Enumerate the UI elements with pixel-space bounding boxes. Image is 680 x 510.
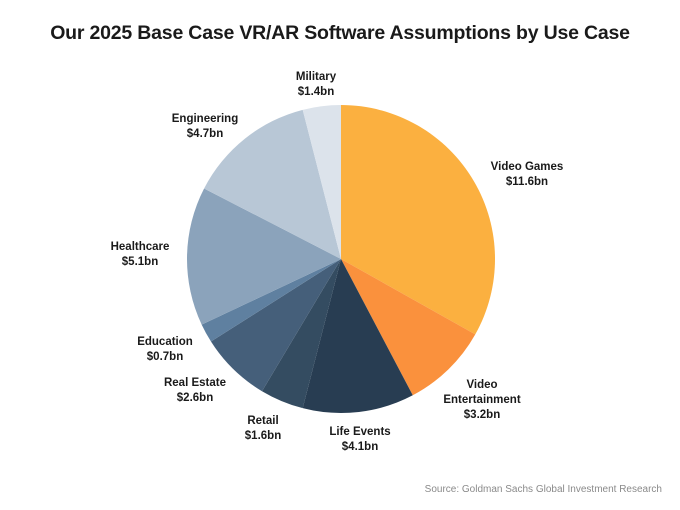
slice-label-video-entertainment: Video Entertainment $3.2bn	[443, 379, 520, 421]
slice-label-life-events: Life Events $4.1bn	[329, 426, 390, 453]
pie-slice-life-events	[302, 259, 413, 413]
slice-label-video-games: Video Games $11.6bn	[491, 161, 564, 188]
pie-slice-retail	[262, 259, 341, 409]
slice-label-education: Education $0.7bn	[137, 336, 193, 363]
chart-title: Our 2025 Base Case VR/AR Software Assump…	[50, 22, 630, 44]
pie-slice-engineering	[204, 109, 341, 259]
pie-slice-real-estate	[210, 259, 341, 392]
slice-label-military: Military $1.4bn	[296, 71, 337, 98]
source-note: Source: Goldman Sachs Global Investment …	[424, 484, 662, 495]
pie-slice-video-games	[341, 104, 496, 335]
slice-label-engineering: Engineering $4.7bn	[172, 113, 238, 140]
pie-slice-video-entertainment	[341, 259, 476, 396]
slice-label-real-estate: Real Estate $2.6bn	[164, 377, 226, 404]
slice-label-retail: Retail $1.6bn	[245, 415, 281, 442]
pie-slice-military	[302, 105, 341, 259]
slice-label-healthcare: Healthcare $5.1bn	[111, 241, 170, 268]
pie-slice-education	[201, 259, 341, 342]
pie-slice-healthcare	[187, 188, 341, 325]
